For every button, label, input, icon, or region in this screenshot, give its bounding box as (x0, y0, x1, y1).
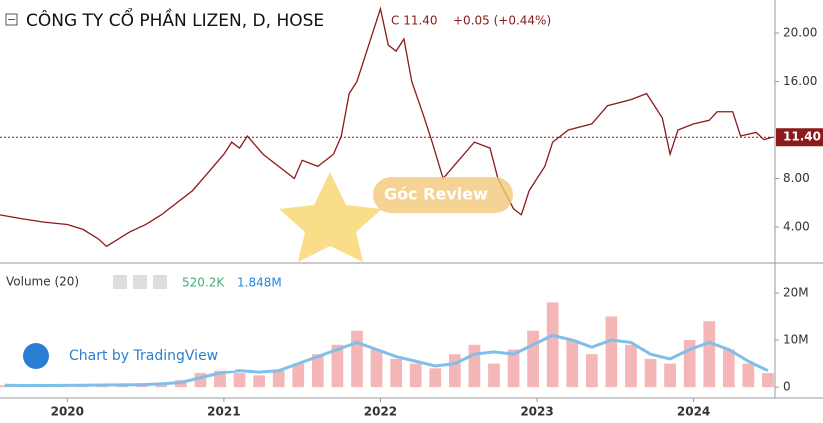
volume-bar (233, 373, 246, 388)
volume-bar (390, 358, 402, 388)
volume-bar (527, 330, 539, 388)
overlay-text: Góc Review (384, 185, 488, 204)
y-tick-label: 20M (783, 285, 809, 299)
x-tick-label: 2023 (520, 405, 553, 419)
volume-bar (546, 302, 559, 388)
volume-bar (644, 358, 657, 388)
volume-bar (370, 349, 383, 388)
overlay-star (279, 172, 382, 262)
watermark: Chart by TradingView (69, 348, 218, 364)
price-line (0, 6, 773, 248)
y-tick-label: 20.00 (783, 25, 817, 39)
settings-icon[interactable] (133, 275, 147, 289)
volume-bar (194, 373, 207, 388)
volume-bar (311, 354, 324, 388)
change-label: +0.05 (+0.44%) (453, 14, 551, 28)
x-tick-label: 2022 (364, 405, 397, 419)
y-tick-label: 16.00 (783, 74, 817, 88)
watermark-bg (15, 343, 235, 371)
close-label: C 11.40 (391, 14, 438, 28)
volume-bar (625, 344, 637, 388)
volume-bar (664, 363, 676, 388)
last-price-badge (776, 128, 823, 147)
volume-bar (214, 368, 226, 388)
eye-icon[interactable] (113, 275, 127, 289)
y-tick-label: 10M (783, 333, 809, 347)
close-icon[interactable] (153, 275, 167, 289)
volume-bar (331, 344, 344, 388)
volume-ma-value: 1.848M (237, 276, 282, 290)
x-tick-label: 2021 (207, 405, 240, 419)
volume-bar (605, 316, 618, 388)
watermark-logo (23, 343, 49, 369)
x-tick-label: 2024 (677, 405, 710, 419)
overlay-badge (373, 177, 513, 213)
volume-bar (253, 375, 265, 388)
volume-bar (409, 363, 422, 388)
last-price-label: 11.40 (783, 130, 821, 144)
y-tick-label: 4.00 (783, 219, 810, 233)
volume-bar (468, 344, 481, 388)
volume-bar (292, 363, 305, 388)
volume-bar (683, 340, 696, 388)
volume-bar (566, 340, 579, 388)
y-tick-label: 8.00 (783, 171, 810, 185)
volume-bar (507, 349, 520, 388)
volume-bar (703, 321, 716, 388)
volume-value: 520.2K (182, 276, 225, 290)
volume-bar (722, 349, 735, 388)
x-tick-label: 2020 (51, 405, 84, 419)
volume-bar (272, 370, 285, 388)
volume-bar (448, 354, 461, 388)
volume-label: Volume (20) (6, 275, 79, 289)
volume-bar (429, 368, 442, 388)
y-tick-label: 0 (783, 380, 791, 394)
volume-bar (351, 330, 363, 388)
volume-bar (585, 354, 598, 388)
volume-bar (742, 363, 755, 388)
volume-bar (488, 363, 500, 388)
volume-ma-line (4, 333, 769, 388)
volume-bar (762, 373, 774, 388)
symbol-title: CÔNG TY CỔ PHẦN LIZEN, D, HOSE (26, 7, 324, 31)
collapse-icon[interactable] (5, 13, 18, 26)
